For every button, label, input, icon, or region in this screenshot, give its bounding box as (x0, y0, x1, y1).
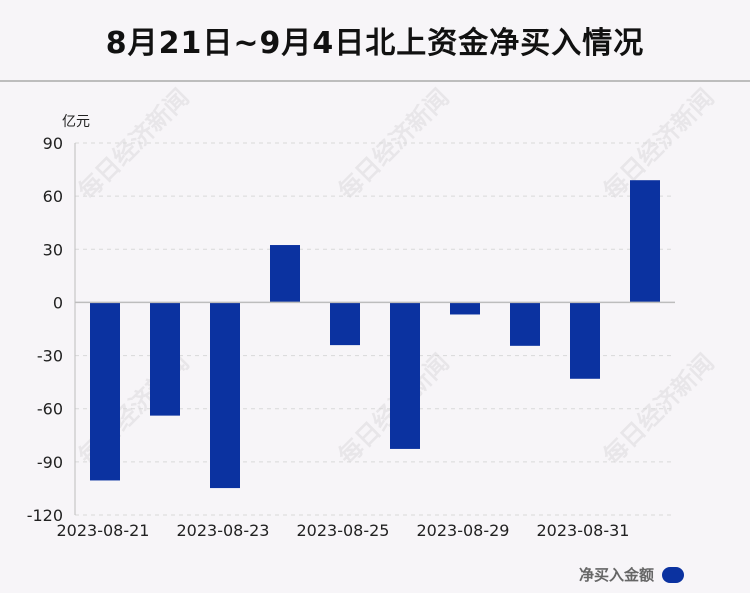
y-tick-label: -120 (27, 506, 63, 525)
legend-label: 净买入金额 (578, 566, 654, 584)
y-tick-label: 30 (43, 240, 63, 259)
bar (630, 180, 660, 303)
bar (510, 302, 540, 346)
y-tick-label: -30 (37, 347, 63, 366)
y-axis-unit-label: 亿元 (62, 114, 90, 130)
y-tick-label: -60 (37, 400, 63, 419)
bar (150, 302, 180, 416)
y-tick-label: 0 (53, 293, 63, 312)
y-tick-label: -90 (37, 453, 63, 472)
bar (390, 302, 420, 449)
title-divider (0, 80, 750, 82)
bar (210, 302, 240, 489)
bar (270, 245, 300, 303)
chart-title: 8月21日~9月4日北上资金净买入情况 (105, 26, 645, 61)
y-tick-label: 90 (43, 134, 63, 153)
bar (570, 302, 600, 379)
x-tick-label: 2023-08-23 (177, 521, 270, 540)
bar (330, 302, 360, 346)
bar (90, 302, 120, 481)
legend-swatch (662, 566, 684, 583)
x-tick-label: 2023-08-29 (417, 521, 510, 540)
x-tick-label: 2023-08-31 (537, 521, 630, 540)
legend: 净买入金额 (579, 564, 684, 585)
y-tick-label: 60 (43, 187, 63, 206)
x-tick-label: 2023-08-25 (297, 521, 390, 540)
x-tick-label: 2023-08-21 (57, 521, 150, 540)
bar (450, 302, 480, 315)
